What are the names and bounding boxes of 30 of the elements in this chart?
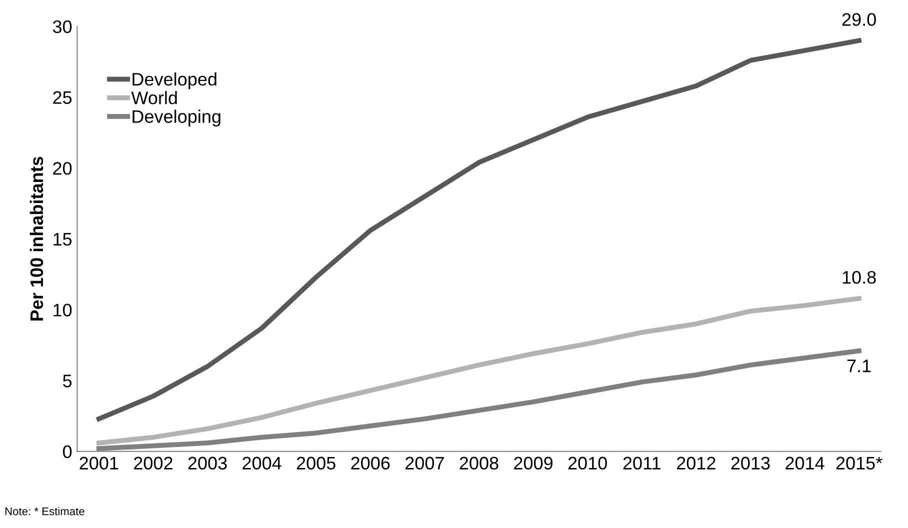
data-label: 29.0 [842,13,876,26]
data-label: 10.8 [842,270,876,284]
y-tick-label: 5 [63,374,72,388]
legend-label: World [131,91,177,104]
x-tick-label: 2009 [514,456,552,470]
legend-label: Developing [132,110,220,127]
y-tick-label: 10 [54,304,72,316]
x-tick-label: 2012 [676,456,716,470]
text: Note: * Estimate [5,507,84,516]
x-tick-label: 2015* [836,456,882,470]
x-tick-label: 2008 [460,456,498,470]
y-tick-label: 25 [53,91,72,104]
x-tick-label: 2003 [188,456,227,470]
x-tick-label: 2007 [406,456,444,470]
x-tick-label: 2002 [134,456,172,470]
y-tick-label: 20 [53,162,72,175]
legend-label: Developed [132,72,216,90]
x-tick-label: 2011 [623,456,660,470]
x-tick-label: 2013 [731,456,770,470]
x-tick-label: 2006 [351,456,390,470]
x-tick-label: 2014 [786,456,824,470]
y-tick-label: 15 [54,233,72,246]
x-tick-label: 2010 [568,456,607,470]
y-axis-title: Per 100 inhabitants [30,156,44,320]
x-tick-label: 2005 [296,456,336,470]
data-label: 7.1 [847,360,871,372]
y-tick-label: 0 [62,445,72,458]
x-tick-label: 2001 [80,456,118,470]
y-tick-label: 30 [52,20,72,34]
x-tick-label: 2004 [242,456,282,470]
